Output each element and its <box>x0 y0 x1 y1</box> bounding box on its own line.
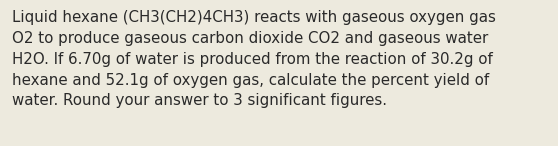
Text: Liquid hexane (CH3(CH2)4CH3) reacts with gaseous oxygen gas
O2 to produce gaseou: Liquid hexane (CH3(CH2)4CH3) reacts with… <box>12 10 496 108</box>
